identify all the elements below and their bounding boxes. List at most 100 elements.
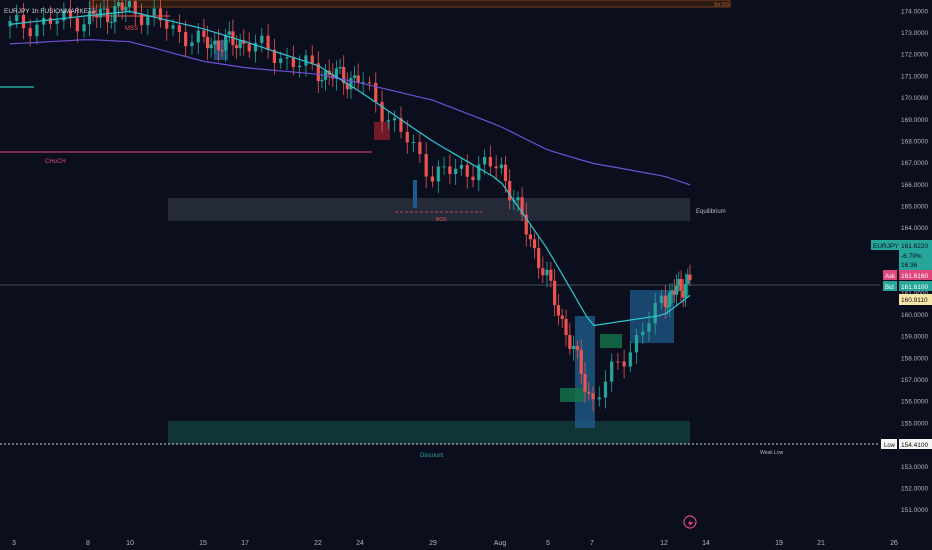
bull-candle: [55, 20, 59, 24]
bear-candle: [242, 40, 246, 44]
time-tick-label: 17: [241, 540, 249, 547]
choch-label: CHoCH: [45, 159, 66, 165]
bear-candle: [91, 10, 95, 14]
price-tick-label: 170.0000: [901, 95, 928, 102]
bear-candle: [556, 305, 561, 316]
bull-candle: [683, 284, 688, 298]
bear-candle: [528, 234, 532, 240]
bear-candle: [579, 349, 583, 374]
time-tick-label: 14: [702, 540, 710, 547]
time-tick-label: 8: [86, 540, 90, 547]
equilibrium-label: Equilibrium: [696, 209, 726, 215]
price-tick-label: 157.0000: [901, 377, 928, 384]
bos-label: BOS: [436, 217, 447, 223]
bull-candle: [653, 302, 657, 324]
bear-candle: [139, 14, 144, 26]
bull-candle: [304, 55, 308, 66]
bull-candle: [641, 331, 645, 336]
change-percent: -6.79%: [901, 253, 922, 260]
bear-candle: [247, 43, 251, 52]
bull-candle: [603, 381, 608, 398]
bear-candle: [471, 176, 475, 181]
ma-slow-line: [9, 39, 691, 186]
bull-candle: [124, 7, 128, 11]
time-tick-label: 29: [429, 540, 437, 547]
bull-candle: [127, 1, 131, 8]
low-label: Low: [884, 443, 896, 449]
time-tick-label: 7: [590, 540, 594, 547]
bull-candle: [482, 156, 487, 165]
price-tick-label: 152.0000: [901, 485, 928, 492]
bull-candle: [411, 142, 416, 144]
bear-candle: [532, 239, 537, 249]
bear-candle: [564, 318, 568, 336]
time-axis[interactable]: 3 8 10 15 17 22 24 29 Aug 5 7 12 14 19 21 26: [12, 540, 898, 547]
low-tag: [881, 439, 897, 449]
bear-candle: [663, 295, 667, 308]
crosshair-price-badge: [899, 294, 932, 305]
bear-candle: [184, 32, 188, 47]
bull-candle: [227, 31, 231, 35]
bull-candle: [647, 323, 651, 332]
bear-candle: [177, 25, 181, 33]
low-price: 154.4100: [901, 442, 928, 449]
bear-candle: [380, 102, 384, 122]
tradingview-logo-icon[interactable]: [683, 515, 697, 529]
bull-candle: [442, 166, 446, 168]
bear-candle: [508, 180, 512, 201]
bear-candle: [28, 28, 32, 37]
bid-tag: [883, 281, 897, 291]
ask-label: Ask: [885, 274, 896, 280]
ask-tag: [883, 270, 897, 280]
bull-candle: [361, 82, 365, 84]
time-tick-label: 15: [199, 540, 207, 547]
bull-candle: [459, 165, 464, 169]
bear-candle: [672, 290, 676, 295]
bear-candle: [310, 55, 314, 64]
bull-candle: [320, 79, 324, 82]
price-tick-label: 167.0000: [901, 160, 928, 167]
ask-price: 161.6160: [901, 273, 928, 280]
time-tick-label: 19: [775, 540, 783, 547]
bull-candle: [674, 285, 679, 295]
price-tick-label: 168.0000: [901, 138, 928, 145]
bull-candle: [597, 397, 601, 400]
bear-candle: [291, 57, 295, 68]
bull-candle: [572, 346, 576, 350]
bid-label: Bid: [885, 285, 894, 291]
bear-candle: [48, 17, 53, 24]
bear-candle: [622, 361, 626, 367]
bear-candle: [69, 10, 73, 19]
bull-candle: [152, 8, 156, 16]
bear-candle: [488, 156, 492, 167]
bull-candle: [349, 77, 353, 90]
bear-candle: [424, 154, 428, 177]
bear-candle: [465, 165, 469, 177]
tag-top: Str.QG: [714, 2, 729, 8]
price-tick-label: 160.0000: [901, 312, 928, 319]
bid-price: 161.6100: [901, 284, 928, 291]
equilibrium-zone: [168, 198, 690, 221]
price-tick-label: 165.0000: [901, 204, 928, 211]
bull-candle: [610, 361, 614, 382]
bull-candle: [677, 278, 681, 286]
price-tick-label: 159.0000: [901, 334, 928, 341]
bear-candle: [553, 280, 557, 306]
discount-zone: [168, 421, 690, 444]
bull-candle: [323, 70, 328, 80]
bid-badge: [899, 281, 932, 291]
bear-candle: [21, 14, 26, 29]
bear-candle: [216, 40, 221, 51]
bull-candle: [668, 292, 672, 307]
candles-layer: [8, 0, 692, 412]
bull-candle: [253, 42, 258, 52]
bull-candle: [516, 197, 520, 201]
bullish-order-block: [560, 388, 585, 402]
bull-candle: [238, 40, 242, 49]
bear-candle: [520, 197, 524, 215]
price-tick-label: 174.0000: [901, 8, 928, 15]
mss-label: MSS: [125, 26, 138, 32]
bear-candle: [356, 75, 360, 83]
